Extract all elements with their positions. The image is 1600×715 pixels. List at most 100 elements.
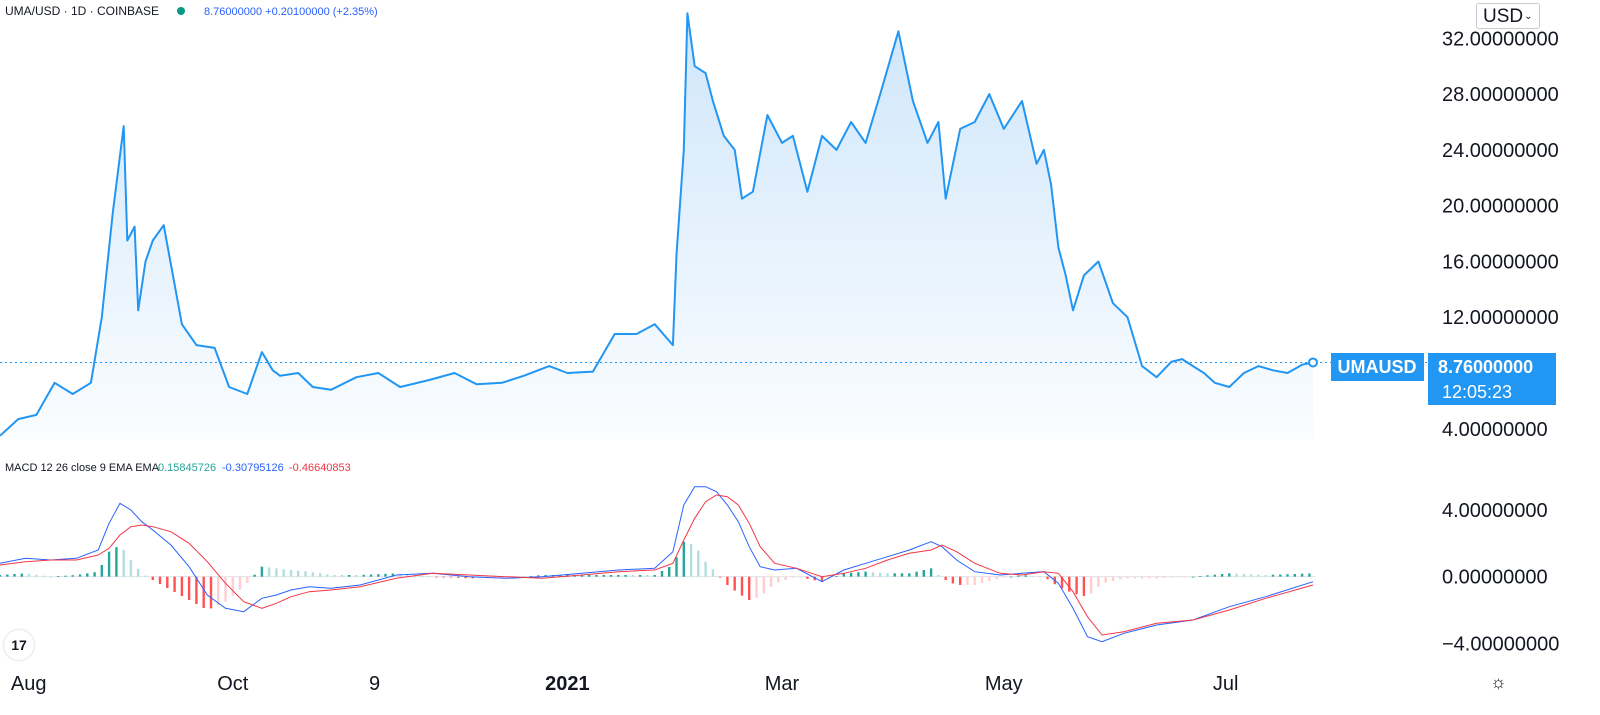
macd-histogram-bar xyxy=(740,576,744,596)
time-axis-tick: Jul xyxy=(1213,673,1239,695)
macd-histogram-bar xyxy=(1286,574,1289,577)
macd-histogram-bar xyxy=(384,573,387,577)
macd-histogram-bar xyxy=(27,573,31,577)
macd-histogram-bar xyxy=(71,575,74,577)
macd-histogram-bar xyxy=(631,575,635,577)
price-pane[interactable] xyxy=(0,12,1430,440)
price-tag-value: 8.76000000 xyxy=(1438,357,1533,377)
macd-histogram-bar xyxy=(769,576,773,587)
macd-histogram-bar xyxy=(653,575,656,577)
time-axis-tick: Oct xyxy=(217,673,249,695)
price-tag-countdown: 12:05:23 xyxy=(1442,382,1512,402)
currency-button[interactable]: USD⌄ xyxy=(1476,3,1540,29)
macd-line xyxy=(0,486,1314,643)
macd-histogram-bar xyxy=(777,576,780,583)
macd-axis-tick: −4.00000000 xyxy=(1442,633,1559,655)
macd-histogram-bar xyxy=(617,575,620,577)
macd-histogram-bar xyxy=(668,567,671,577)
macd-histogram-bar xyxy=(711,569,715,577)
macd-histogram-bar xyxy=(304,571,307,577)
macd-histogram-bar xyxy=(355,575,358,577)
macd-histogram-bar xyxy=(275,568,278,577)
macd-histogram-bar xyxy=(348,575,351,577)
macd-histogram-bar xyxy=(1002,576,1005,578)
macd-histogram-bar xyxy=(529,576,533,577)
macd-histogram-bar xyxy=(799,576,802,578)
macd-histogram-bar xyxy=(544,575,547,577)
macd-histogram-bar xyxy=(944,576,947,580)
macd-histogram-bar xyxy=(602,575,605,577)
macd-histogram-bar xyxy=(988,576,991,582)
macd-histogram xyxy=(0,541,1311,609)
macd-histogram-bar xyxy=(1257,574,1260,577)
macd-histogram-bar xyxy=(973,576,976,585)
macd-histogram-bar xyxy=(871,572,875,577)
macd-pane[interactable] xyxy=(0,486,1316,643)
macd-histogram-bar xyxy=(78,574,82,577)
macd-histogram-bar xyxy=(428,576,431,578)
macd-histogram-bar xyxy=(224,576,227,602)
currency-label: USD xyxy=(1483,6,1524,27)
last-price-dot xyxy=(1308,357,1318,368)
macd-histogram-bar xyxy=(718,576,722,578)
signal-line xyxy=(0,494,1314,636)
macd-histogram-bar xyxy=(1235,573,1238,577)
macd-histogram-bar xyxy=(129,560,133,577)
macd-axis-tick: 4.00000000 xyxy=(1442,500,1548,522)
macd-histogram-bar xyxy=(1213,574,1216,577)
macd-histogram-bar xyxy=(937,575,940,577)
macd-histogram-bar xyxy=(857,572,860,577)
macd-histogram-bar xyxy=(1126,576,1129,579)
macd-histogram-bar xyxy=(660,571,664,577)
macd-histogram-bar xyxy=(267,567,271,577)
macd-histogram-bar xyxy=(0,575,2,577)
macd-histogram-bar xyxy=(748,576,751,600)
chevron-down-icon: ⌄ xyxy=(1524,11,1533,22)
macd-histogram-bar xyxy=(340,575,344,577)
macd-histogram-bar xyxy=(595,575,598,577)
macd-histogram-bar xyxy=(791,576,795,578)
macd-legend[interactable]: MACD 12 26 close 9 EMA EMA 0.15845726 -0… xyxy=(5,462,351,474)
gear-icon[interactable]: ☼ xyxy=(1490,672,1507,692)
macd-histogram-bar xyxy=(297,570,300,577)
macd-histogram-bar xyxy=(362,574,365,577)
macd-histogram-bar xyxy=(835,576,838,577)
macd-histogram-bar xyxy=(966,576,969,585)
macd-histogram-bar xyxy=(929,568,933,577)
macd-histogram-bar xyxy=(806,576,809,579)
macd-histogram-bar xyxy=(151,576,154,580)
macd-histogram-bar xyxy=(137,568,140,577)
macd-legend-title: MACD 12 26 close 9 EMA EMA xyxy=(5,462,160,474)
macd-histogram-bar xyxy=(195,576,198,604)
macd-histogram-bar xyxy=(879,572,882,577)
symbol-legend[interactable]: UMA/USD · 1D · COINBASE 8.76000000 +0.20… xyxy=(5,4,378,18)
macd-histogram-bar xyxy=(842,573,845,577)
macd-histogram-bar xyxy=(638,575,642,577)
macd-histogram-bar xyxy=(893,573,896,577)
macd-histogram-bar xyxy=(1009,576,1013,578)
macd-histogram-bar xyxy=(1024,575,1027,577)
tradingview-logo[interactable]: 17 xyxy=(4,630,34,660)
macd-histogram-bar xyxy=(180,576,184,596)
macd-histogram-bar xyxy=(1111,576,1115,581)
macd-histogram-bar xyxy=(704,561,707,577)
macd-histogram-bar xyxy=(1279,574,1282,577)
macd-histogram-bar xyxy=(1220,574,1224,577)
macd-histogram-bar xyxy=(86,573,89,577)
macd-histogram-bar xyxy=(1170,576,1173,578)
macd-histogram-bar xyxy=(457,576,460,578)
macd-histogram-bar xyxy=(558,575,562,577)
price-axis-tick: 32.00000000 xyxy=(1442,28,1559,50)
price-axis-tick: 16.00000000 xyxy=(1442,251,1559,273)
macd-histogram-bar xyxy=(107,551,111,577)
macd-histogram-bar xyxy=(173,576,176,592)
macd-histogram-bar xyxy=(238,576,242,590)
macd-histogram-bar xyxy=(1300,573,1304,577)
tradingview-logo-text: 17 xyxy=(11,637,27,653)
macd-histogram-bar xyxy=(49,576,53,578)
macd-histogram-bar xyxy=(609,575,613,577)
macd-histogram-bar xyxy=(733,576,736,591)
macd-histogram-bar xyxy=(144,575,147,577)
macd-histogram-bar xyxy=(588,575,591,577)
